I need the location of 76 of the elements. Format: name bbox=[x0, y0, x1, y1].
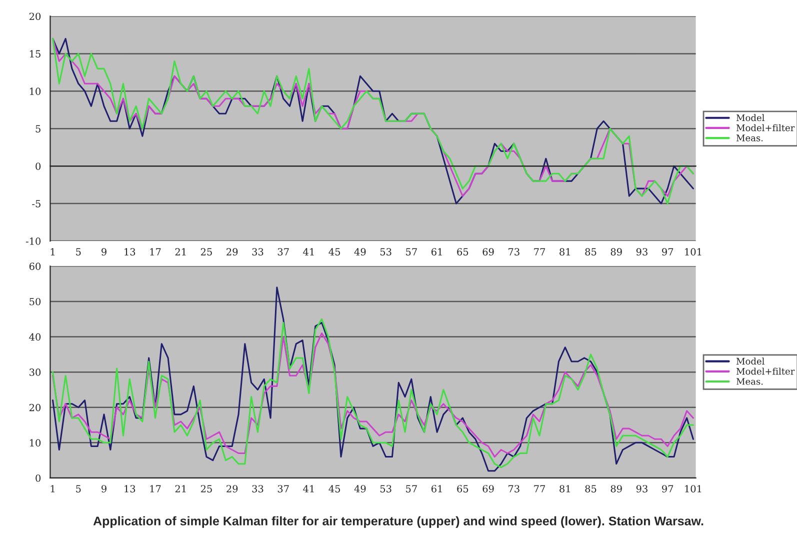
x-tick-label: 37 bbox=[278, 248, 289, 256]
x-tick-label: 53 bbox=[380, 485, 392, 492]
x-tick-label: 29 bbox=[226, 248, 238, 256]
legend-label: Meas. bbox=[736, 134, 763, 142]
x-tick-label: 41 bbox=[303, 485, 314, 492]
line-series bbox=[52, 318, 694, 468]
x-tick-label: 97 bbox=[662, 485, 674, 492]
y-tick-label: 20 bbox=[29, 404, 41, 412]
legend-label: Model+filter bbox=[736, 124, 795, 132]
x-tick-label: 77 bbox=[534, 248, 545, 256]
x-tick-label: 17 bbox=[150, 485, 161, 492]
x-tick-label: 57 bbox=[406, 248, 417, 256]
legend-label: Meas. bbox=[736, 378, 763, 385]
x-tick-label: 97 bbox=[662, 248, 674, 256]
y-tick-label: 20 bbox=[29, 12, 41, 20]
x-tick-label: 33 bbox=[252, 485, 264, 492]
x-tick-label: 1 bbox=[50, 248, 54, 256]
x-tick-label: 69 bbox=[482, 485, 494, 492]
x-tick-label: 53 bbox=[380, 248, 392, 256]
legend-label: Model bbox=[736, 358, 764, 365]
x-tick-label: 101 bbox=[685, 248, 702, 256]
x-tick-label: 81 bbox=[560, 485, 570, 492]
y-tick-label: 15 bbox=[30, 50, 40, 58]
legend-label: Model+filter bbox=[736, 368, 795, 375]
y-tick-label: 0 bbox=[36, 474, 41, 482]
x-tick-label: 73 bbox=[508, 485, 520, 492]
y-tick-label: 0 bbox=[36, 162, 41, 170]
line-series bbox=[52, 286, 694, 472]
x-tick-label: 21 bbox=[175, 248, 186, 256]
y-tick-label: -10 bbox=[26, 237, 41, 245]
x-tick-label: 45 bbox=[328, 248, 340, 256]
x-tick-label: 1 bbox=[50, 485, 54, 492]
line-series bbox=[52, 332, 694, 458]
x-tick-label: 49 bbox=[354, 248, 366, 256]
y-tick-label: 40 bbox=[29, 333, 41, 341]
y-tick-label: 10 bbox=[30, 88, 41, 95]
x-tick-label: 69 bbox=[482, 248, 494, 256]
x-tick-label: 13 bbox=[124, 485, 136, 492]
y-tick-label: 60 bbox=[29, 262, 41, 270]
x-tick-label: 9 bbox=[102, 248, 106, 256]
x-tick-label: 25 bbox=[200, 485, 212, 492]
x-tick-label: 73 bbox=[508, 248, 520, 256]
x-tick-label: 29 bbox=[226, 485, 238, 492]
x-tick-label: 85 bbox=[585, 485, 596, 492]
x-tick-label: 13 bbox=[124, 248, 136, 256]
x-tick-label: 61 bbox=[432, 248, 442, 256]
x-tick-label: 33 bbox=[252, 248, 264, 256]
x-tick-label: 65 bbox=[457, 485, 468, 492]
x-tick-label: 93 bbox=[636, 485, 648, 492]
x-tick-label: 89 bbox=[610, 485, 622, 492]
x-tick-label: 21 bbox=[175, 485, 186, 492]
x-tick-label: 101 bbox=[685, 485, 702, 492]
x-tick-label: 41 bbox=[303, 248, 314, 256]
x-tick-label: 5 bbox=[76, 248, 81, 256]
x-tick-label: 45 bbox=[328, 485, 340, 492]
y-tick-label: 5 bbox=[36, 125, 40, 132]
x-tick-label: 61 bbox=[432, 485, 442, 492]
text: Application of simple Kalman filter for air temperature (upper) and wind speed (lower). Station Warsaw. bbox=[93, 516, 704, 528]
x-tick-label: 93 bbox=[636, 248, 648, 256]
y-tick-label: 50 bbox=[30, 298, 41, 306]
x-tick-label: 5 bbox=[76, 485, 81, 492]
y-tick-label: -5 bbox=[32, 200, 40, 208]
x-tick-label: 37 bbox=[278, 485, 289, 492]
legend-label: Model bbox=[736, 114, 764, 122]
x-tick-label: 49 bbox=[354, 485, 366, 492]
x-tick-label: 77 bbox=[534, 485, 545, 492]
x-tick-label: 89 bbox=[610, 248, 622, 256]
x-tick-label: 65 bbox=[457, 248, 468, 256]
x-tick-label: 9 bbox=[102, 485, 106, 492]
x-tick-label: 85 bbox=[585, 248, 596, 256]
x-tick-label: 57 bbox=[406, 485, 417, 492]
x-tick-label: 25 bbox=[200, 248, 212, 256]
x-tick-label: 81 bbox=[560, 248, 570, 256]
y-tick-label: 10 bbox=[30, 439, 41, 447]
y-tick-label: 30 bbox=[30, 368, 41, 376]
x-tick-label: 17 bbox=[150, 248, 161, 256]
